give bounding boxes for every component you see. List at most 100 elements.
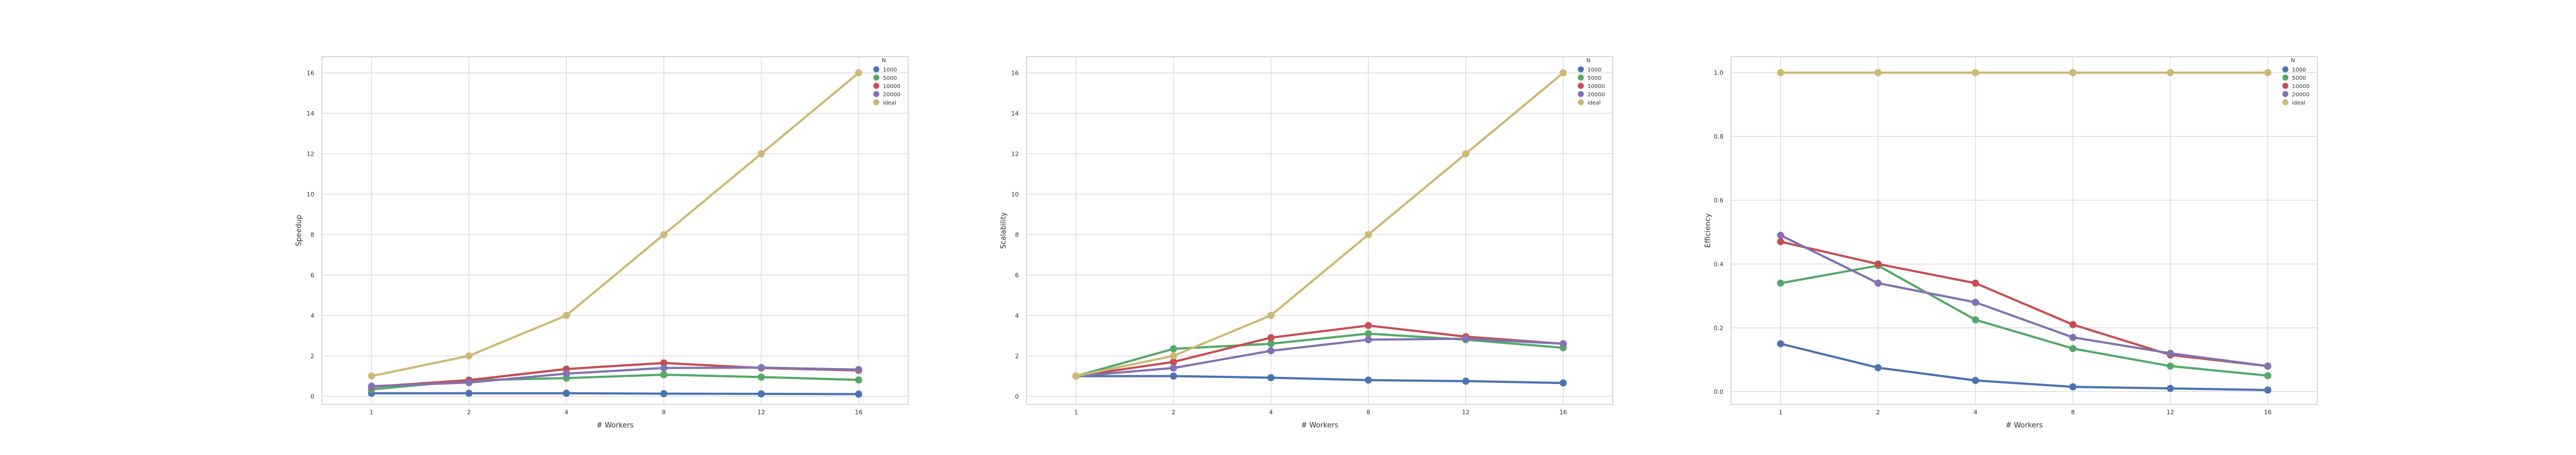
x-tick-label: 16	[855, 409, 863, 416]
x-tick-label: 12	[2166, 409, 2174, 416]
data-point-20000	[2264, 362, 2272, 370]
x-axis-label: # Workers	[1301, 421, 1339, 430]
legend-label-10000: 10000	[2292, 84, 2310, 90]
y-tick-label: 12	[1011, 150, 1019, 157]
data-point-5000	[660, 371, 668, 379]
data-point-5000	[855, 376, 863, 384]
data-point-1000	[855, 390, 863, 398]
x-tick-label: 2	[1876, 409, 1880, 416]
y-tick-label: 8	[1015, 231, 1019, 238]
series-line-ideal	[1076, 72, 1564, 377]
legend-marker-5000	[1578, 74, 1584, 81]
data-point-1000	[1559, 379, 1567, 387]
x-tick-label: 1	[1074, 409, 1078, 416]
data-point-10000	[660, 359, 668, 367]
data-point-ideal	[368, 372, 375, 380]
data-point-10000	[1972, 279, 1979, 287]
data-point-5000	[1365, 330, 1372, 337]
x-tick-label: 1	[1779, 409, 1783, 416]
legend-label-1000: 1000	[2292, 67, 2306, 73]
series-line-5000	[1076, 332, 1564, 377]
data-point-1000	[1462, 377, 1470, 385]
y-tick-label: 4	[1015, 312, 1019, 319]
data-point-ideal	[1365, 231, 1372, 238]
data-point-1000	[465, 390, 473, 397]
data-point-1000	[1170, 372, 1177, 380]
legend-label-20000: 20000	[1587, 92, 1605, 98]
legend-title: N	[882, 58, 886, 64]
data-point-20000	[1972, 298, 1979, 306]
legend-marker-ideal	[2282, 99, 2289, 106]
data-point-20000	[1170, 364, 1177, 372]
y-tick-label: 0	[1015, 393, 1019, 400]
data-point-1000	[563, 390, 570, 397]
x-tick-label: 16	[2264, 409, 2272, 416]
data-point-5000	[1170, 345, 1177, 353]
y-tick-label: 0.8	[1714, 133, 1724, 140]
data-point-1000	[1365, 376, 1372, 384]
data-point-10000	[1365, 322, 1372, 330]
legend-marker-5000	[873, 74, 880, 81]
legend-label-ideal: ideal	[2292, 100, 2305, 106]
data-point-5000	[2069, 345, 2077, 353]
x-tick-label: 2	[467, 409, 471, 416]
legend-title: N	[1586, 58, 1590, 64]
data-point-1000	[1267, 374, 1275, 381]
y-axis-label: Efficiency	[1704, 213, 1712, 248]
legend-marker-ideal	[873, 99, 880, 106]
legend-label-20000: 20000	[883, 92, 900, 98]
data-point-ideal	[1267, 311, 1275, 319]
data-point-ideal	[563, 311, 570, 319]
series-line-10000	[1780, 240, 2268, 368]
data-point-20000	[465, 379, 473, 386]
data-point-1000	[1777, 340, 1784, 348]
chart-panel-3: 0.00.20.40.60.81.01 2 4 8 12 16# WorkersEffic…	[1704, 56, 2318, 430]
series-line-1000	[372, 392, 859, 396]
legend-marker-1000	[2282, 66, 2289, 73]
data-point-ideal	[1777, 69, 1784, 76]
legend-label-10000: 10000	[1587, 84, 1605, 90]
data-point-5000	[2264, 372, 2272, 380]
data-point-10000	[1777, 238, 1784, 245]
legend-marker-20000	[1578, 91, 1584, 97]
series-line-20000	[1076, 337, 1564, 377]
y-tick-label: 10	[1011, 191, 1019, 198]
data-point-ideal	[1462, 150, 1470, 157]
plot-frame	[1026, 56, 1613, 405]
y-tick-label: 0.6	[1714, 197, 1724, 204]
data-point-5000	[1777, 279, 1784, 287]
y-tick-label: 14	[307, 110, 314, 117]
data-point-1000	[1972, 377, 1979, 385]
legend-label-1000: 1000	[1587, 67, 1601, 73]
series-line-1000	[1780, 342, 2268, 391]
data-point-10000	[2069, 321, 2077, 328]
legend-marker-ideal	[1578, 99, 1584, 106]
series-line-20000	[371, 366, 859, 387]
y-tick-label: 4	[310, 312, 314, 319]
data-point-ideal	[855, 69, 863, 76]
y-tick-label: 10	[307, 191, 314, 198]
data-point-1000	[2166, 385, 2174, 392]
x-tick-label: 1	[370, 409, 374, 416]
y-tick-label: 12	[307, 150, 314, 157]
y-tick-label: 2	[310, 353, 314, 360]
y-tick-label: 2	[1015, 353, 1019, 360]
data-point-20000	[1462, 335, 1470, 343]
legend-title: N	[2291, 58, 2295, 64]
data-point-ideal	[1972, 69, 1979, 76]
x-axis-label: # Workers	[597, 421, 634, 430]
data-point-10000	[1267, 334, 1275, 342]
y-tick-label: 6	[1015, 272, 1019, 279]
data-point-20000	[1559, 340, 1567, 348]
data-point-ideal	[2166, 69, 2174, 76]
data-point-20000	[1365, 336, 1372, 343]
legend-marker-10000	[1578, 83, 1584, 89]
data-point-ideal	[1559, 69, 1567, 76]
data-point-ideal	[2264, 69, 2272, 76]
y-tick-label: 0	[310, 393, 314, 400]
data-point-20000	[2166, 349, 2174, 357]
legend-label-5000: 5000	[1587, 75, 1601, 81]
data-point-ideal	[465, 352, 473, 360]
data-point-20000	[757, 364, 765, 371]
